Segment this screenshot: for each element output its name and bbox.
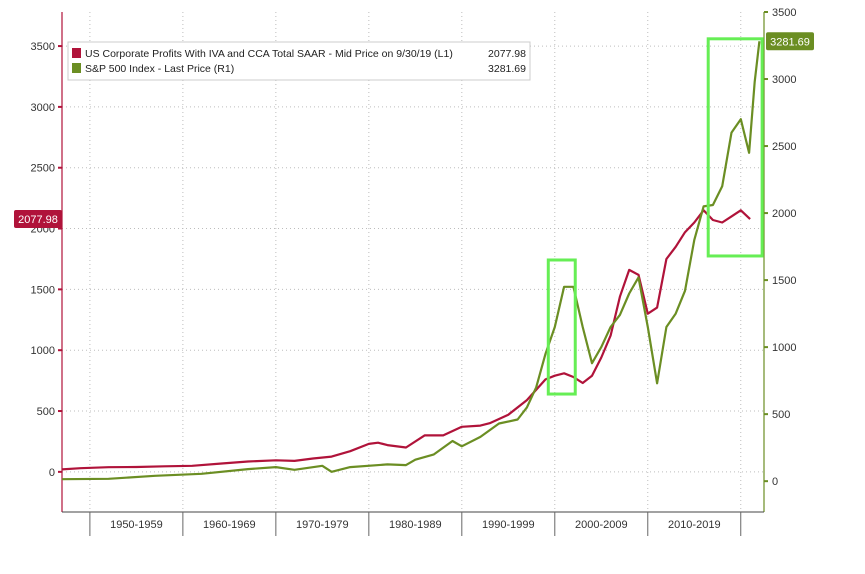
legend-series-value: 2077.98: [488, 48, 526, 60]
left-tick-label: 1500: [31, 284, 55, 296]
gridlines: [62, 12, 764, 512]
highlight-boxes: [546, 37, 764, 396]
right-last-value-badge: [766, 32, 814, 51]
legend-series-value: 3281.69: [488, 63, 526, 75]
x-tick-label: 1960-1969: [203, 519, 256, 531]
left-tick-label: 500: [37, 406, 55, 418]
x-tick-label: 2000-2009: [575, 519, 628, 531]
right-tick-label: 2000: [772, 208, 796, 220]
legend-series-name: US Corporate Profits With IVA and CCA To…: [85, 48, 453, 60]
left-last-value-badge: [14, 210, 62, 229]
x-tick-label: 2010-2019: [668, 519, 721, 531]
right-tick-label: 3500: [772, 7, 796, 19]
legend-series-name: S&P 500 Index - Last Price (R1): [85, 63, 234, 75]
right-tick-label: 500: [772, 409, 790, 421]
series-layer: [61, 41, 761, 481]
axes: 0 500 1000 1500 2000 2500 3000 3500 0 500 1000 1500…: [31, 7, 796, 536]
left-tick-label: 1000: [31, 345, 55, 357]
last-value-badges: 2077.98 3281.69: [14, 32, 814, 229]
right-tick-label: 0: [772, 476, 778, 488]
corporate-profits-line: [61, 209, 751, 471]
dotcom-highlight: [546, 258, 577, 396]
legend-box: [67, 41, 531, 81]
sp500-line: [61, 41, 761, 481]
left-tick-label: 2500: [31, 163, 55, 175]
legend-swatch: [72, 63, 81, 73]
legend-swatch: [72, 48, 81, 58]
right-last-value-label: 3281.69: [770, 36, 810, 48]
x-tick-label: 1950-1959: [110, 519, 163, 531]
x-tick-label: 1980-1989: [389, 519, 442, 531]
right-tick-label: 1500: [772, 275, 796, 287]
plot-area: [62, 12, 764, 512]
left-tick-label: 3500: [31, 41, 55, 53]
right-tick-label: 2500: [772, 141, 796, 153]
recent-highlight: [706, 37, 764, 258]
left-tick-label: 3000: [31, 102, 55, 114]
left-last-value-label: 2077.98: [18, 214, 58, 226]
legend: US Corporate Profits With IVA and CCA To…: [67, 41, 531, 81]
right-tick-label: 1000: [772, 342, 796, 354]
left-tick-label: 0: [49, 467, 55, 479]
x-tick-label: 1970-1979: [296, 519, 349, 531]
right-tick-label: 3000: [772, 74, 796, 86]
x-tick-label: 1990-1999: [482, 519, 535, 531]
